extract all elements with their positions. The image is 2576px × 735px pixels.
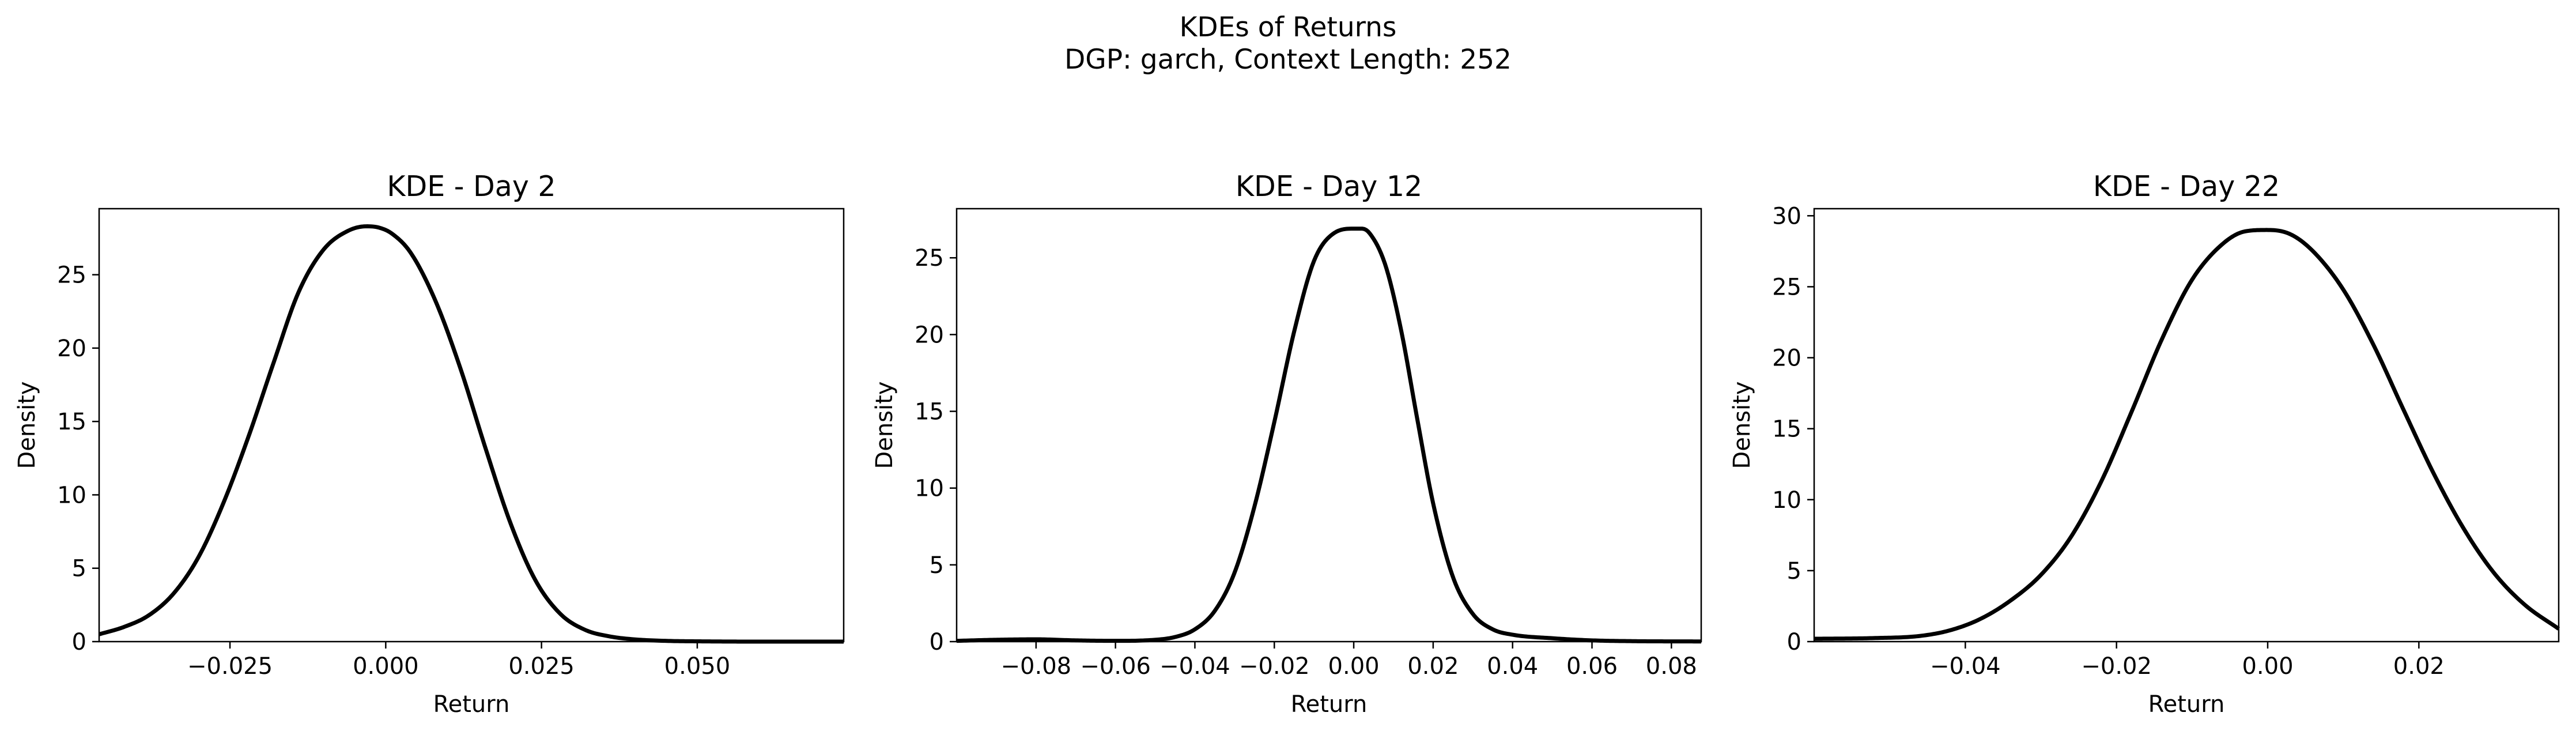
y-tick-label: 15: [915, 399, 944, 425]
x-tick-label: −0.025: [187, 653, 273, 680]
y-axis-label: Density: [871, 381, 898, 469]
y-tick-label: 5: [1787, 558, 1801, 585]
y-axis-label: Density: [14, 381, 40, 469]
y-tick-label: 15: [1772, 416, 1801, 443]
y-tick-label: 5: [72, 556, 86, 582]
panel-title: KDE - Day 2: [387, 170, 556, 203]
kde-panel-1: KDE - Day 2 −0.025 0.000 0.025 0.050 0 5 10 15 20…: [14, 170, 845, 718]
y-tick-label: 5: [930, 552, 944, 579]
y-tick-label: 10: [57, 482, 86, 508]
x-tick-label: 0.02: [1407, 653, 1459, 680]
y-tick-label: 20: [57, 336, 86, 362]
axes-frame: [955, 208, 1702, 643]
y-tick-label: 25: [57, 262, 86, 289]
x-tick-label: 0.02: [2393, 653, 2445, 680]
y-tick-label: 10: [1772, 487, 1801, 514]
y-tick-label: 25: [1772, 274, 1801, 300]
y-axis-label: Density: [1729, 381, 1755, 469]
x-tick-label: 0.025: [508, 653, 575, 680]
x-tick-label: −0.08: [1001, 653, 1072, 680]
axes-frame: [1813, 208, 2560, 643]
y-tick-label: 30: [1772, 203, 1801, 229]
x-tick-label: −0.02: [1239, 653, 1310, 680]
panel-title: KDE - Day 22: [2093, 170, 2280, 203]
y-tick-label: 20: [915, 322, 944, 348]
x-axis-label: Return: [1291, 691, 1368, 718]
kde-curve: [99, 224, 844, 644]
y-tick-label: 15: [57, 409, 86, 435]
figure-title: KDEs of Returns DGP: garch, Context Leng…: [0, 12, 2576, 76]
y-tick-label: 10: [915, 476, 944, 502]
x-tick-label: −0.02: [2081, 653, 2152, 680]
x-tick-label: 0.08: [1646, 653, 1697, 680]
y-tick-label: 20: [1772, 345, 1801, 372]
y-tick-label: 25: [915, 245, 944, 272]
axes-frame: [98, 208, 845, 643]
y-tick-label: 0: [1787, 629, 1801, 655]
y-tick-label: 0: [72, 629, 86, 655]
x-tick-label: −0.04: [1159, 653, 1230, 680]
x-tick-label: 0.00: [2242, 653, 2293, 680]
kde-curve: [956, 227, 1702, 644]
x-tick-label: −0.04: [1930, 653, 2001, 680]
x-tick-label: 0.000: [353, 653, 419, 680]
x-tick-label: 0.050: [664, 653, 731, 680]
y-tick-label: 0: [930, 629, 944, 655]
kde-curve: [1814, 228, 2560, 641]
x-tick-label: 0.00: [1328, 653, 1380, 680]
x-axis-label: Return: [433, 691, 510, 718]
figure-title-line-1: KDEs of Returns: [1179, 12, 1397, 43]
figure-title-line-2: DGP: garch, Context Length: 252: [1064, 44, 1512, 76]
x-tick-label: −0.06: [1080, 653, 1151, 680]
panel-title: KDE - Day 12: [1236, 170, 1422, 203]
x-axis-label: Return: [2148, 691, 2225, 718]
x-tick-label: 0.04: [1487, 653, 1538, 680]
kde-panel-2: KDE - Day 12 −0.08 −0.06 −0.04 −0.02 0.00 0.02…: [871, 170, 1702, 718]
kde-panel-3: KDE - Day 22 −0.04 −0.02 0.00 0.02 0 5 10 15 20 25…: [1729, 170, 2560, 718]
x-tick-label: 0.06: [1566, 653, 1618, 680]
